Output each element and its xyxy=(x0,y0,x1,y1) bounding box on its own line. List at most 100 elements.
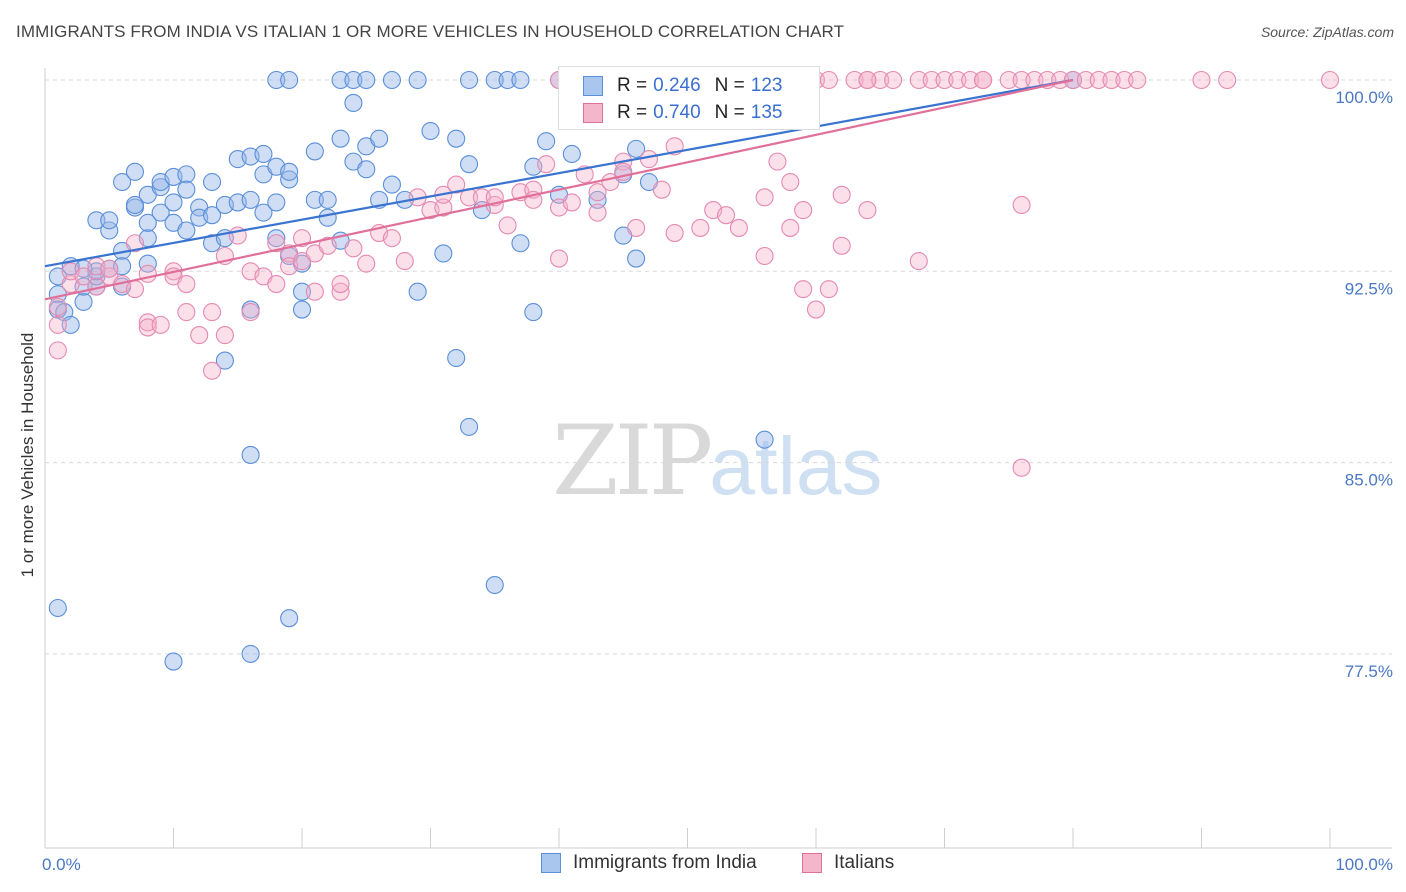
data-point-italians xyxy=(639,150,659,169)
data-point-india xyxy=(241,644,260,663)
data-point-india xyxy=(511,234,530,253)
data-point-india xyxy=(382,70,402,90)
data-point-india xyxy=(113,172,132,192)
y-tick-label: 85.0% xyxy=(1345,471,1393,490)
source-credit: Source: ZipAtlas.com xyxy=(1260,24,1394,40)
data-point-italians xyxy=(190,326,209,345)
data-point-india xyxy=(434,244,453,263)
legend-item-italians[interactable]: Italians xyxy=(802,852,894,874)
legend-r-label: R = xyxy=(617,75,648,96)
data-point-india xyxy=(87,211,106,230)
data-point-italians xyxy=(549,249,569,268)
legend-n-label: N = xyxy=(714,75,745,96)
data-point-italians xyxy=(832,185,851,204)
axes xyxy=(44,68,1392,849)
data-point-italians xyxy=(922,70,941,90)
series-legend: Immigrants from India Italians xyxy=(0,852,1406,876)
data-point-italians xyxy=(267,275,286,294)
data-point-india xyxy=(305,142,324,161)
data-point-india xyxy=(447,129,466,148)
data-point-india xyxy=(447,348,466,368)
data-point-italians xyxy=(819,280,838,299)
data-point-india xyxy=(511,70,530,90)
data-point-italians xyxy=(858,201,877,220)
legend-swatch-india xyxy=(541,853,561,873)
data-point-india xyxy=(151,178,170,197)
data-point-italians xyxy=(627,218,646,237)
data-point-italians xyxy=(1115,70,1134,90)
data-point-italians xyxy=(1076,70,1095,90)
data-point-india xyxy=(498,70,517,90)
data-point-india xyxy=(177,221,196,240)
data-point-india xyxy=(61,315,80,334)
trend-lines xyxy=(44,78,1074,301)
data-point-india xyxy=(459,155,479,174)
data-point-italians xyxy=(498,216,517,235)
data-point-india xyxy=(485,575,504,595)
data-point-india xyxy=(280,170,299,189)
data-point-india xyxy=(125,162,144,181)
y-tick-label: 92.5% xyxy=(1345,279,1393,298)
data-point-italians xyxy=(1089,70,1108,90)
data-point-india xyxy=(357,160,376,179)
x-tick-label-max: 100.0% xyxy=(1335,855,1393,874)
data-point-italians xyxy=(74,267,93,286)
chart-title: IMMIGRANTS FROM INDIA VS ITALIAN 1 OR MO… xyxy=(16,22,845,41)
legend-row-india: R = 0.246 N = 123 xyxy=(583,74,782,98)
trend-line-italians xyxy=(44,78,1074,301)
data-point-india xyxy=(382,175,402,194)
data-point-italians xyxy=(819,70,838,90)
legend-label-india: Immigrants from India xyxy=(573,852,757,873)
data-point-india xyxy=(331,70,350,90)
data-point-italians xyxy=(665,223,684,243)
data-point-italians xyxy=(241,303,260,322)
data-point-italians xyxy=(395,252,414,271)
data-point-italians xyxy=(1012,195,1031,215)
legend-swatch-italians xyxy=(802,853,822,873)
data-point-italians xyxy=(909,70,928,90)
data-point-india xyxy=(48,598,67,618)
data-point-italians xyxy=(382,229,402,248)
legend-label-italians: Italians xyxy=(834,852,895,873)
data-point-india xyxy=(588,190,607,209)
data-point-india xyxy=(292,300,312,319)
data-point-italians xyxy=(755,246,774,266)
data-point-italians xyxy=(434,198,453,217)
data-point-india xyxy=(177,165,196,184)
data-point-india xyxy=(357,70,376,90)
data-point-india xyxy=(203,206,222,225)
data-point-italians xyxy=(357,254,376,273)
data-point-italians xyxy=(215,326,234,345)
gridlines xyxy=(45,79,1392,655)
data-point-italians xyxy=(331,275,350,294)
data-point-italians xyxy=(948,70,967,90)
y-tick-label: 77.5% xyxy=(1345,662,1393,681)
data-point-india xyxy=(267,193,286,212)
data-point-italians xyxy=(537,155,556,174)
data-point-italians xyxy=(806,300,826,319)
data-point-italians xyxy=(292,229,312,248)
data-point-india xyxy=(151,203,170,222)
data-point-italians xyxy=(768,152,787,171)
data-point-india xyxy=(627,249,646,268)
x-tick-label-min: 0.0% xyxy=(42,855,81,874)
data-point-italians xyxy=(1218,70,1237,90)
data-point-india xyxy=(755,430,774,449)
data-point-india xyxy=(267,70,286,90)
data-point-italians xyxy=(871,70,890,90)
watermark: ZIPatlas xyxy=(552,405,882,517)
trend-line-india xyxy=(44,78,1074,268)
watermark-atlas: atlas xyxy=(709,421,883,512)
data-point-italians xyxy=(652,180,671,199)
legend-item-india[interactable]: Immigrants from India xyxy=(541,852,757,874)
data-point-italians xyxy=(1102,70,1121,90)
data-point-italians xyxy=(729,218,748,237)
data-point-india xyxy=(370,129,389,148)
correlation-legend: R = 0.246 N = 123 R = 0.740 N = 135 xyxy=(558,66,820,130)
data-point-india xyxy=(215,351,234,370)
data-point-india xyxy=(344,70,363,90)
data-point-india xyxy=(280,162,299,181)
data-point-italians xyxy=(447,175,466,194)
data-point-india xyxy=(318,190,337,209)
